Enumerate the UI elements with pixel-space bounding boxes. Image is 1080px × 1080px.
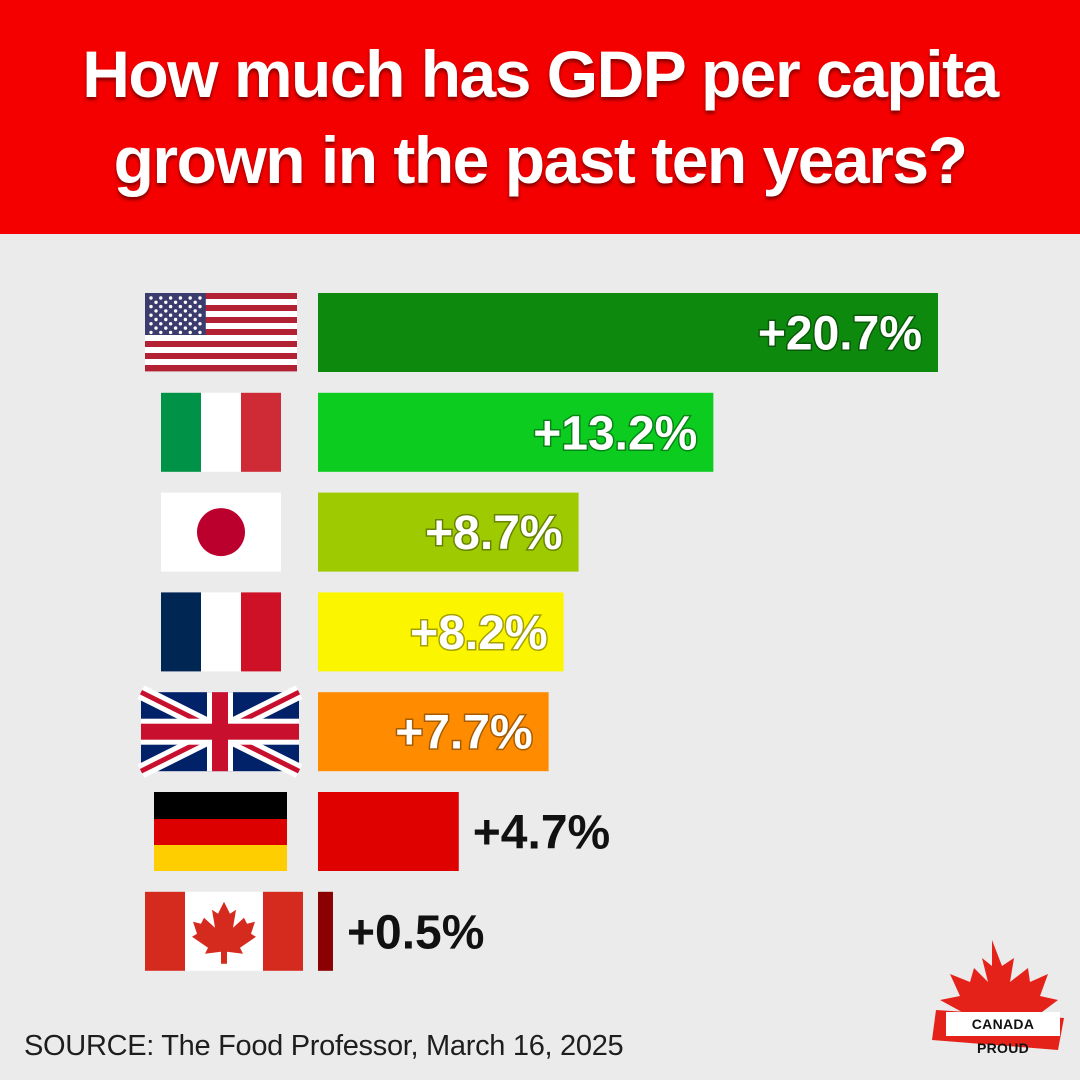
data-label: +20.7%: [758, 308, 922, 361]
title-banner: How much has GDP per capita grown in the…: [0, 0, 1080, 234]
bar: [318, 592, 564, 672]
data-label: +8.2%: [410, 607, 547, 660]
germany-flag-icon: [154, 792, 287, 871]
source-note: SOURCE: The Food Professor, March 16, 20…: [24, 1030, 624, 1062]
data-label: +4.7%: [473, 807, 610, 860]
data-label: +7.7%: [395, 707, 532, 760]
bar: [318, 792, 459, 871]
logo-banner-plate: [946, 1012, 1060, 1036]
data-label: +0.5%: [347, 906, 484, 959]
logo-text: CANADA PROUD: [971, 1016, 1035, 1056]
bar-chart: +20.7% +13.2% +8.7% +8.2% +7.7% +4.7% +0.5%: [137, 293, 938, 971]
data-label: +13.2%: [533, 407, 697, 460]
chart-title: How much has GDP per capita grown in the…: [82, 37, 999, 197]
bar: [318, 492, 579, 572]
data-label: +8.7%: [425, 507, 562, 560]
japan-flag-icon: [161, 492, 281, 572]
bar: [318, 293, 938, 372]
france-flag-icon: [161, 592, 281, 672]
italy-flag-icon: [161, 392, 281, 472]
canada-proud-logo: [932, 940, 1064, 1050]
canada-flag-icon: [145, 891, 303, 971]
uk-flag-icon: [137, 685, 303, 778]
us-flag-icon: [145, 293, 297, 372]
maple-leaf-icon: [192, 901, 256, 964]
bar: [318, 891, 333, 971]
bar: [318, 692, 549, 772]
maple-leaf-icon: [940, 940, 1058, 1022]
bar: [318, 392, 714, 472]
